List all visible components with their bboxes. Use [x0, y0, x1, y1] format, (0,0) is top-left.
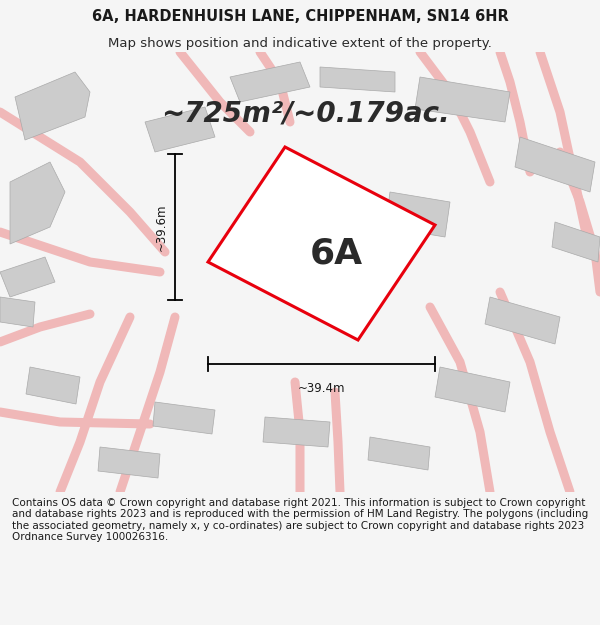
Polygon shape [263, 417, 330, 447]
Polygon shape [368, 437, 430, 470]
Text: 6A, HARDENHUISH LANE, CHIPPENHAM, SN14 6HR: 6A, HARDENHUISH LANE, CHIPPENHAM, SN14 6… [92, 9, 508, 24]
Polygon shape [0, 257, 55, 297]
Polygon shape [0, 297, 35, 327]
Polygon shape [208, 147, 435, 340]
Polygon shape [230, 62, 310, 102]
Text: ~39.6m: ~39.6m [155, 203, 167, 251]
Polygon shape [485, 297, 560, 344]
Polygon shape [98, 447, 160, 478]
Text: Contains OS data © Crown copyright and database right 2021. This information is : Contains OS data © Crown copyright and d… [12, 498, 588, 542]
Text: ~725m²/~0.179ac.: ~725m²/~0.179ac. [161, 100, 449, 128]
Text: Map shows position and indicative extent of the property.: Map shows position and indicative extent… [108, 38, 492, 51]
Polygon shape [15, 72, 90, 140]
Polygon shape [552, 222, 600, 262]
Polygon shape [153, 402, 215, 434]
Polygon shape [435, 367, 510, 412]
Text: 6A: 6A [310, 236, 363, 271]
Polygon shape [385, 192, 450, 237]
Polygon shape [26, 367, 80, 404]
Polygon shape [10, 162, 65, 244]
Polygon shape [515, 137, 595, 192]
Polygon shape [320, 67, 395, 92]
Polygon shape [415, 77, 510, 122]
Polygon shape [145, 107, 215, 152]
Text: ~39.4m: ~39.4m [298, 382, 345, 395]
